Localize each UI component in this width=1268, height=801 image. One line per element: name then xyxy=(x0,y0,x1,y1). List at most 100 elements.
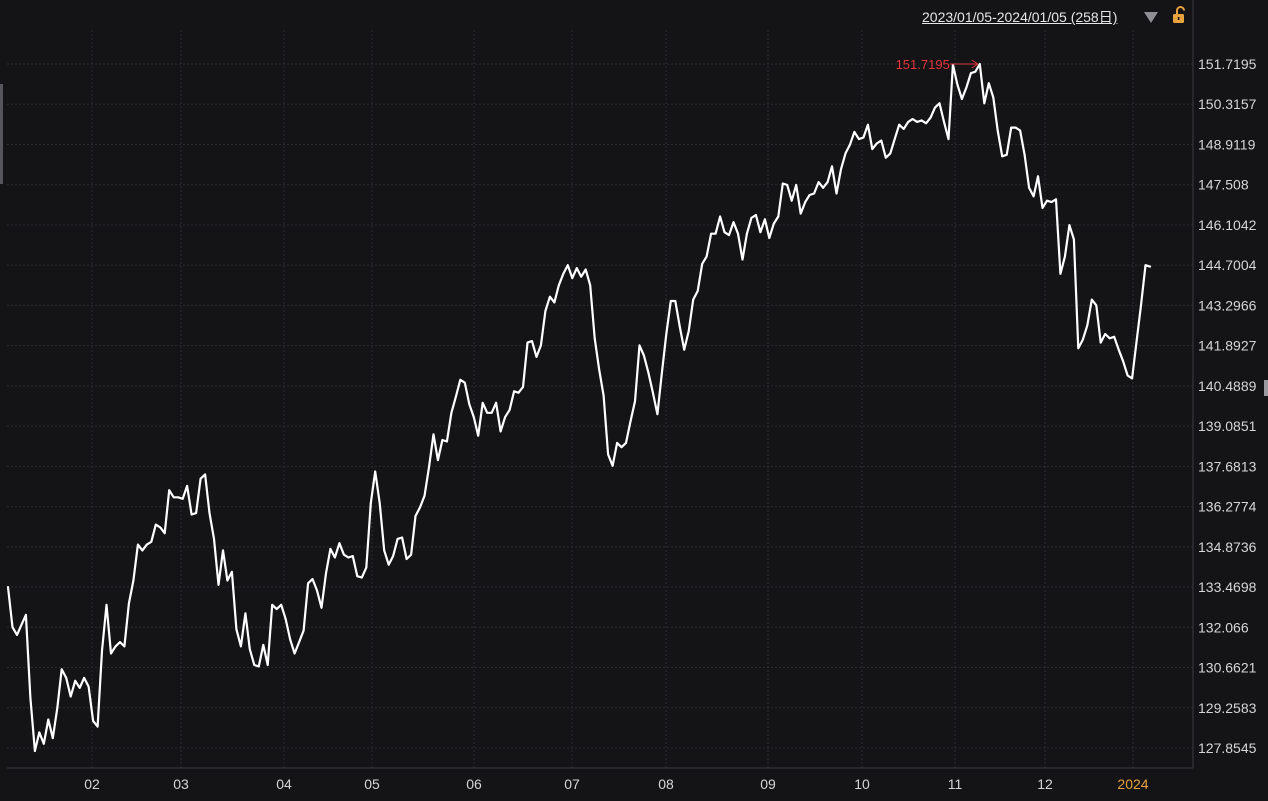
y-tick-label: 146.1042 xyxy=(1198,217,1257,233)
data-point xyxy=(213,538,215,540)
data-point xyxy=(687,330,690,332)
data-point xyxy=(643,354,645,357)
data-point xyxy=(78,687,81,689)
data-point xyxy=(405,558,408,560)
data-point xyxy=(880,139,883,142)
data-point xyxy=(441,439,444,441)
data-point xyxy=(159,526,162,529)
data-point xyxy=(1068,224,1071,227)
data-point xyxy=(347,556,350,559)
data-point xyxy=(893,138,896,141)
data-point xyxy=(611,464,614,467)
y-tick-label: 130.6621 xyxy=(1198,660,1257,676)
triangle-down-icon[interactable] xyxy=(1143,10,1159,24)
data-point xyxy=(777,215,780,218)
data-point xyxy=(996,129,999,132)
data-point xyxy=(1005,153,1008,156)
data-point xyxy=(378,502,381,504)
data-point xyxy=(634,400,636,403)
y-tick-label: 147.508 xyxy=(1198,177,1249,193)
x-tick-label: 05 xyxy=(364,776,380,792)
x-tick-label: 12 xyxy=(1037,776,1053,792)
data-point xyxy=(692,298,695,301)
right-edge-handle[interactable] xyxy=(1264,380,1268,396)
data-point xyxy=(593,337,596,340)
data-point xyxy=(105,603,108,606)
data-point xyxy=(101,649,103,652)
data-point xyxy=(822,186,824,189)
data-point xyxy=(137,543,139,546)
data-point xyxy=(1073,238,1075,241)
data-point xyxy=(947,138,950,141)
data-point xyxy=(781,182,784,185)
data-point xyxy=(625,442,627,444)
data-point xyxy=(262,644,265,646)
data-point xyxy=(74,679,77,682)
data-point xyxy=(768,237,771,239)
data-point xyxy=(531,340,533,342)
data-point xyxy=(163,532,166,535)
data-point xyxy=(141,549,144,552)
data-point xyxy=(83,677,85,679)
y-tick-label: 133.4698 xyxy=(1198,579,1257,595)
max-value-label: 151.7195 xyxy=(896,57,950,72)
y-tick-label: 141.8927 xyxy=(1198,338,1257,354)
y-tick-label: 137.6813 xyxy=(1198,458,1257,474)
data-point xyxy=(616,442,618,444)
data-point xyxy=(1086,324,1089,327)
series-layer xyxy=(6,62,1152,753)
x-tick-label: 2024 xyxy=(1117,776,1148,792)
data-point xyxy=(665,333,668,335)
data-point xyxy=(831,165,833,168)
data-point xyxy=(589,284,592,287)
data-point xyxy=(127,602,130,605)
data-point xyxy=(728,234,730,237)
data-point xyxy=(432,433,435,436)
data-point xyxy=(119,641,121,643)
data-point xyxy=(423,495,426,497)
data-point xyxy=(710,232,712,235)
data-point xyxy=(714,232,717,235)
data-point xyxy=(311,578,314,580)
data-point xyxy=(51,737,54,739)
x-tick-label: 04 xyxy=(276,776,292,792)
left-edge-scroll-handle[interactable] xyxy=(0,84,3,184)
data-point xyxy=(602,394,605,397)
data-point xyxy=(446,440,448,443)
data-point xyxy=(517,391,520,394)
data-point xyxy=(826,181,829,184)
data-point xyxy=(835,192,838,195)
x-tick-label: 08 xyxy=(658,776,674,792)
data-point xyxy=(629,420,632,423)
date-range-label[interactable]: 2023/01/05-2024/01/05 (258日) xyxy=(922,9,1118,25)
data-point xyxy=(374,470,377,473)
data-point xyxy=(396,538,399,540)
data-point xyxy=(257,665,260,668)
y-axis: 151.7195 150.3157 148.9119 147.508 146.1042 1… xyxy=(1198,56,1257,756)
data-point xyxy=(1059,272,1062,275)
data-point xyxy=(343,553,345,556)
data-point xyxy=(490,411,493,414)
data-point xyxy=(674,300,677,302)
data-point xyxy=(661,371,663,374)
data-point xyxy=(1001,155,1004,158)
data-point xyxy=(701,262,704,265)
data-point xyxy=(383,549,386,552)
data-point xyxy=(42,742,45,745)
data-point xyxy=(235,628,238,631)
y-tick-label: 134.8736 xyxy=(1198,539,1257,555)
data-point xyxy=(970,72,972,75)
data-point xyxy=(419,506,421,509)
data-point xyxy=(965,86,968,89)
data-point xyxy=(1032,195,1035,198)
lock-icon[interactable] xyxy=(1171,6,1188,24)
data-point xyxy=(571,277,574,279)
data-point xyxy=(925,122,927,125)
data-point xyxy=(226,579,229,582)
data-point xyxy=(1046,199,1048,202)
data-point xyxy=(1140,304,1142,307)
data-point xyxy=(638,344,641,347)
data-point xyxy=(696,290,699,292)
data-point xyxy=(38,731,41,734)
